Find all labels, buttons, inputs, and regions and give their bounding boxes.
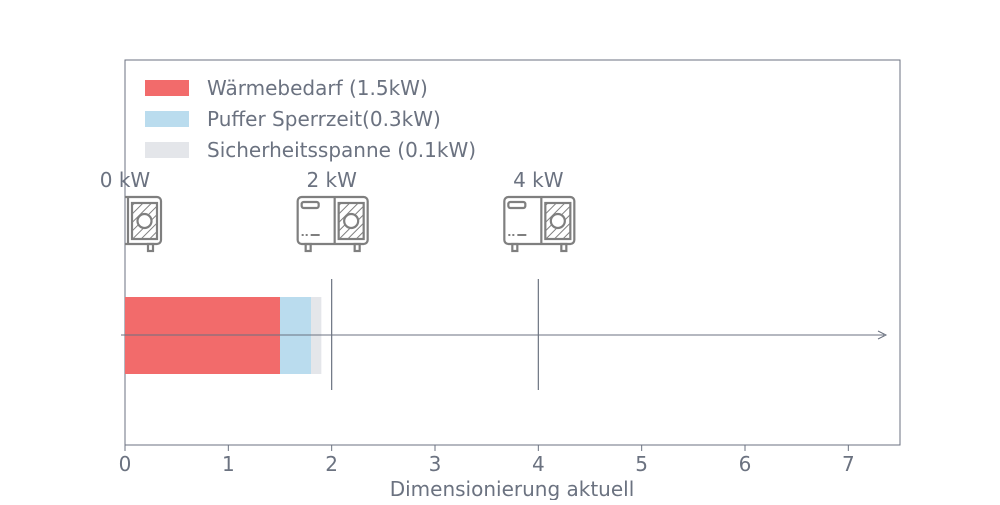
marker-label-2: 2 kW	[306, 168, 357, 192]
marker-label-group: 0 kW 2 kW 4 kW	[100, 168, 564, 192]
x-axis-title: Dimensionierung aktuell	[390, 477, 635, 500]
legend-label-3: Sicherheitsspanne (0.1kW)	[207, 138, 476, 162]
legend: Wärmebedarf (1.5kW) Puffer Sperrzeit(0.3k…	[145, 76, 476, 162]
legend-swatch-3	[145, 142, 189, 158]
marker-label-1: 0 kW	[100, 168, 151, 192]
x-tick-label: 5	[635, 452, 648, 476]
heat-pump-icon	[125, 195, 163, 253]
x-tick-label: 2	[325, 452, 338, 476]
legend-label-1: Wärmebedarf (1.5kW)	[207, 76, 428, 100]
x-tick-label: 4	[532, 452, 545, 476]
x-tick-label: 3	[429, 452, 442, 476]
legend-swatch-1	[145, 80, 189, 96]
axis-arrow-group	[121, 330, 888, 340]
legend-label-2: Puffer Sperrzeit(0.3kW)	[207, 107, 441, 131]
x-tick-label: 7	[842, 452, 855, 476]
legend-swatch-2	[145, 111, 189, 127]
plot-frame	[124, 59, 901, 446]
heat-pump-icon	[503, 195, 576, 253]
x-tick-group: 0 1 2 3 4 5 6 7	[119, 445, 855, 476]
x-tick-label: 1	[222, 452, 235, 476]
marker-label-3: 4 kW	[513, 168, 564, 192]
x-tick-label: 0	[119, 452, 132, 476]
heat-pump-icon	[296, 195, 369, 253]
axis-arrow-head	[877, 330, 888, 340]
marker-group	[125, 195, 576, 390]
x-tick-label: 6	[739, 452, 752, 476]
